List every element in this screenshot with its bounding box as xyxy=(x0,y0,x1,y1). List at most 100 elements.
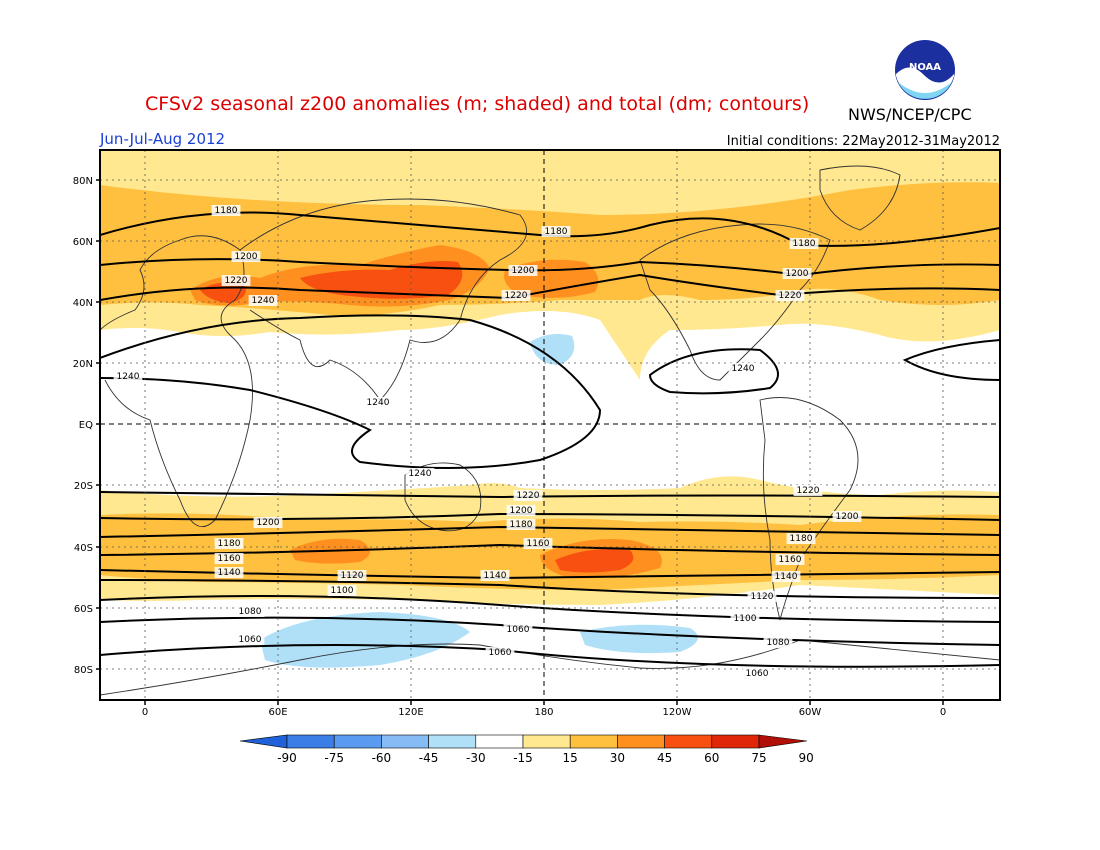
contour-label: 1180 xyxy=(218,539,241,549)
colorbar-swatch xyxy=(569,734,618,749)
contour-label: 1220 xyxy=(797,486,820,496)
contour-1180-north xyxy=(100,211,1000,247)
contour-label: 1200 xyxy=(836,512,859,522)
contour-label: 1200 xyxy=(512,266,535,276)
anomaly-neg-antarctic-1 xyxy=(260,612,470,668)
contour-label: 1100 xyxy=(331,586,354,596)
lon-tick-label: 60W xyxy=(799,707,822,718)
coast-australia xyxy=(404,462,482,532)
anomaly-60-south-pacific xyxy=(555,548,634,573)
coast-europe-africa xyxy=(100,235,253,528)
contour-label: 1100 xyxy=(734,614,757,624)
colorbar-tick-label: -90 xyxy=(277,751,297,765)
lat-tick-label: EQ xyxy=(79,420,93,431)
contour-label: 1240 xyxy=(732,364,755,374)
colorbar-swatch xyxy=(711,734,760,749)
contour-label: 1060 xyxy=(746,669,769,679)
lat-tick-label: 40N xyxy=(73,298,93,309)
contour-label: 1200 xyxy=(235,252,258,262)
contour-label: 1240 xyxy=(367,398,390,408)
colorbar-tick-label: 15 xyxy=(563,751,578,765)
contour-label: 1140 xyxy=(484,571,507,581)
map-frame xyxy=(99,149,1001,701)
contour-label: 1180 xyxy=(510,520,533,530)
colorbar-swatch xyxy=(333,734,382,749)
contour-1200-north xyxy=(100,258,1000,277)
coast-antarctica xyxy=(100,639,1000,696)
colorbar-tick-label: 60 xyxy=(704,751,719,765)
contour-1080-south xyxy=(100,616,1000,646)
colorbar-arrow-right xyxy=(758,734,808,749)
contour-label: 1060 xyxy=(489,648,512,658)
contour-1200-south xyxy=(100,512,1000,521)
initial-conditions-label: Initial conditions: 22May2012-31May2012 xyxy=(727,134,1000,149)
contour-label: 1220 xyxy=(225,276,248,286)
contour-1180-south xyxy=(100,525,1000,538)
contour-label: 1120 xyxy=(751,592,774,602)
coast-north-america xyxy=(639,223,831,381)
contour-label: 1060 xyxy=(239,635,262,645)
contour-label: 1120 xyxy=(341,571,364,581)
colorbar-swatch xyxy=(428,734,477,749)
lat-tick-label: 40S xyxy=(74,543,93,554)
lat-tick-label: 80S xyxy=(74,665,93,676)
contour-label: 1240 xyxy=(117,372,140,382)
contour-1120-south xyxy=(100,579,1000,599)
credit-text: NWS/NCEP/CPC xyxy=(848,105,972,124)
colorbar-tick-label: -30 xyxy=(466,751,486,765)
contour-1240-nh xyxy=(100,314,602,469)
contour-label: 1140 xyxy=(775,572,798,582)
lon-tick-label: 120E xyxy=(398,707,423,718)
colorbar-swatch xyxy=(381,734,429,749)
lat-tick-label: 60S xyxy=(74,604,93,615)
latitude-axis: 80N 60N 40N 20N EQ 20S 40S 60S 80S xyxy=(73,176,100,676)
lat-tick-label: 60N xyxy=(73,237,93,248)
noaa-logo-text: NOAA xyxy=(909,62,941,73)
colorbar-tick-label: -60 xyxy=(372,751,392,765)
anomaly-60-asia xyxy=(300,261,463,299)
colorbar-tick-label: -45 xyxy=(419,751,439,765)
contour-label: 1180 xyxy=(793,239,816,249)
contour-label: 1160 xyxy=(527,539,550,549)
contour-label: 1200 xyxy=(257,518,280,528)
lon-tick-label: 180 xyxy=(534,707,553,718)
contour-1220-north xyxy=(100,273,1000,301)
contour-label: 1080 xyxy=(767,638,790,648)
colorbar-tick-label: 45 xyxy=(657,751,672,765)
colorbar-arrow-left xyxy=(239,734,288,749)
colorbar-tick-label: 75 xyxy=(751,751,766,765)
anomaly-neg-pacific xyxy=(530,334,575,365)
coast-greenland xyxy=(819,165,901,231)
contour-label: 1220 xyxy=(505,291,528,301)
lat-tick-label: 20N xyxy=(73,359,93,370)
contour-1100-south xyxy=(100,595,1000,623)
colorbar-swatch xyxy=(286,734,335,749)
contour-label: 1160 xyxy=(218,554,241,564)
colorbar-swatch xyxy=(475,734,524,749)
season-label: Jun-Jul-Aug 2012 xyxy=(99,130,225,148)
contour-labels: 1180 1200 1220 1240 1180 1200 1220 1180 1200 1220… xyxy=(113,205,862,679)
colorbar-swatch xyxy=(617,734,665,749)
contour-label: 1080 xyxy=(239,607,262,617)
contour-label: 1200 xyxy=(786,269,809,279)
contour-label: 1220 xyxy=(779,291,802,301)
contour-label: 1240 xyxy=(409,469,432,479)
colorbar-tick-label: -75 xyxy=(324,751,344,765)
reference-lines xyxy=(100,150,1000,700)
contour-1240-carib xyxy=(648,348,779,395)
colorbar-tick-label: -15 xyxy=(513,751,533,765)
contour-label: 1180 xyxy=(790,534,813,544)
chart-title: CFSv2 seasonal z200 anomalies (m; shaded… xyxy=(145,93,809,115)
contour-1220-south xyxy=(100,491,1000,499)
map-content: 1180 1200 1220 1240 1180 1200 1220 1180 1200 1220… xyxy=(100,150,1000,700)
contour-label: 1160 xyxy=(779,555,802,565)
lon-tick-label: 0 xyxy=(142,707,148,718)
contour-label: 1240 xyxy=(252,296,275,306)
coast-asia xyxy=(239,198,528,401)
contour-label: 1200 xyxy=(510,506,533,516)
colorbar-swatch xyxy=(664,734,713,749)
contour-label: 1220 xyxy=(517,491,540,501)
lon-tick-label: 60E xyxy=(268,707,287,718)
longitude-axis: 0 60E 120E 180 120W 60W 0 xyxy=(142,700,946,718)
